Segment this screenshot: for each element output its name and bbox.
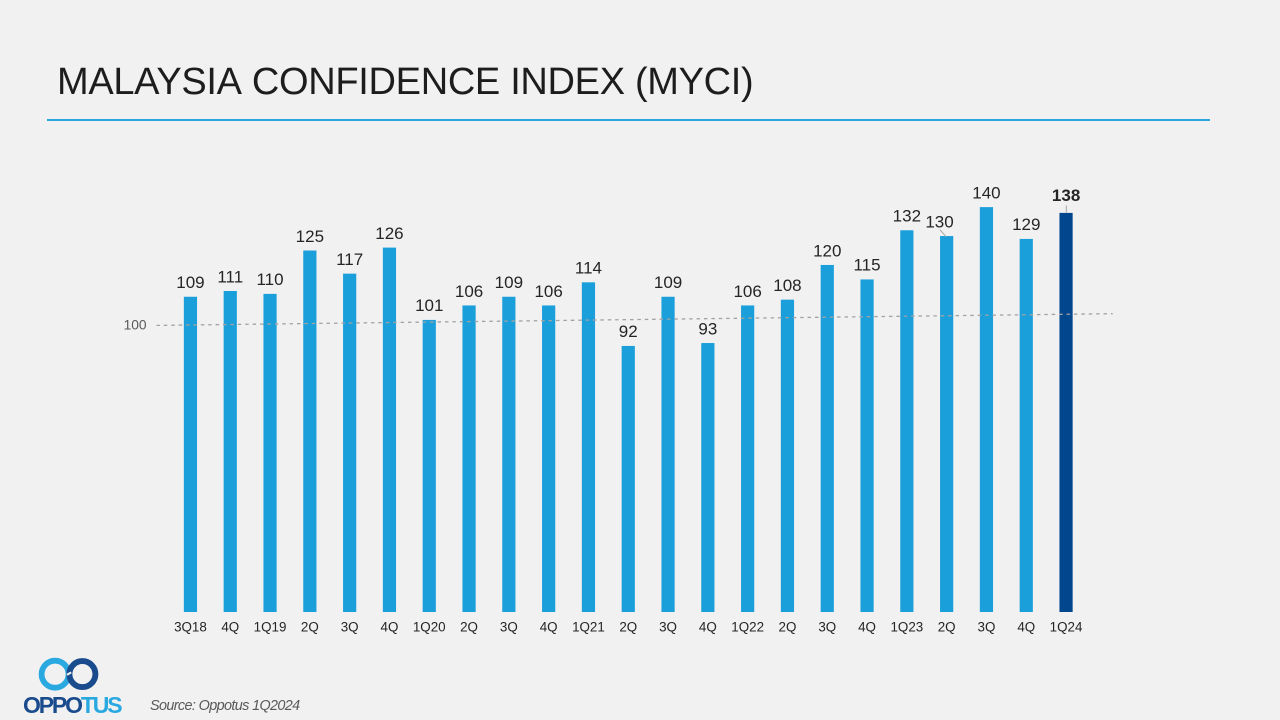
svg-text:1Q19: 1Q19	[254, 620, 287, 635]
svg-text:109: 109	[495, 273, 523, 292]
svg-text:117: 117	[336, 250, 363, 269]
svg-text:106: 106	[733, 282, 761, 301]
svg-text:1Q20: 1Q20	[413, 620, 446, 635]
svg-text:4Q: 4Q	[1017, 620, 1035, 635]
svg-text:93: 93	[698, 319, 717, 338]
svg-text:4Q: 4Q	[858, 620, 876, 635]
svg-text:114: 114	[575, 259, 602, 278]
svg-text:126: 126	[375, 224, 403, 243]
svg-text:3Q18: 3Q18	[174, 620, 207, 635]
svg-text:4Q: 4Q	[699, 620, 717, 635]
svg-text:115: 115	[853, 256, 880, 275]
svg-text:129: 129	[1012, 215, 1040, 234]
svg-text:1Q24: 1Q24	[1050, 620, 1083, 635]
svg-text:110: 110	[256, 270, 283, 289]
svg-text:109: 109	[176, 273, 204, 292]
svg-text:3Q: 3Q	[341, 620, 359, 635]
svg-text:108: 108	[773, 276, 801, 295]
svg-text:92: 92	[619, 322, 638, 341]
svg-text:4Q: 4Q	[540, 620, 558, 635]
svg-text:2Q: 2Q	[619, 620, 637, 635]
svg-text:138: 138	[1052, 186, 1080, 205]
svg-text:111: 111	[217, 267, 243, 286]
svg-text:1Q23: 1Q23	[890, 620, 923, 635]
svg-text:2Q: 2Q	[938, 620, 956, 635]
svg-text:106: 106	[455, 282, 483, 301]
svg-text:4Q: 4Q	[221, 620, 239, 635]
svg-text:1Q21: 1Q21	[572, 620, 605, 635]
svg-text:125: 125	[296, 227, 324, 246]
svg-text:3Q: 3Q	[818, 620, 836, 635]
svg-text:2Q: 2Q	[779, 620, 797, 635]
svg-text:3Q: 3Q	[659, 620, 677, 635]
svg-text:132: 132	[893, 207, 921, 226]
svg-text:109: 109	[654, 273, 682, 292]
svg-text:2Q: 2Q	[460, 620, 478, 635]
svg-text:120: 120	[813, 241, 841, 260]
svg-text:3Q: 3Q	[978, 620, 996, 635]
svg-text:106: 106	[534, 282, 562, 301]
svg-text:2Q: 2Q	[301, 620, 319, 635]
svg-text:101: 101	[415, 296, 443, 315]
svg-text:130: 130	[925, 212, 953, 231]
svg-text:100: 100	[124, 317, 147, 332]
svg-text:1Q22: 1Q22	[731, 620, 764, 635]
svg-text:140: 140	[972, 183, 1000, 202]
svg-text:3Q: 3Q	[500, 620, 518, 635]
svg-text:4Q: 4Q	[381, 620, 399, 635]
